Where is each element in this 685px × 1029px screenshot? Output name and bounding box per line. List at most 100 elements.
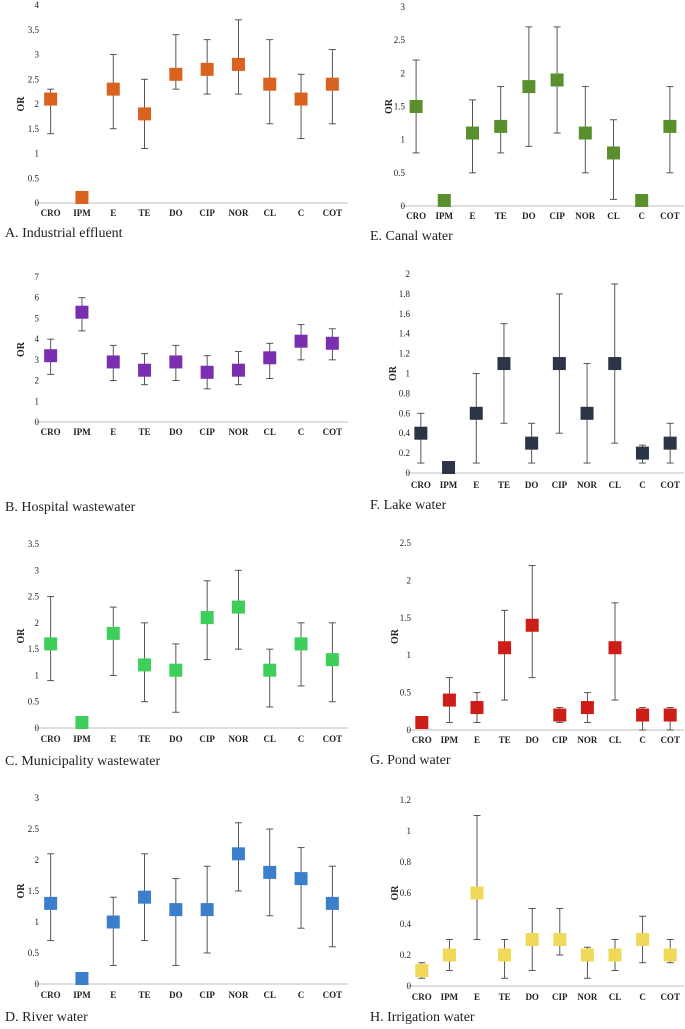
data-point-do bbox=[525, 618, 539, 632]
x-category-label: DO bbox=[169, 427, 183, 437]
y-axis-label: OR bbox=[390, 885, 401, 901]
y-tick-label: 2 bbox=[35, 855, 40, 865]
data-point-te bbox=[498, 948, 512, 962]
data-point-ipm bbox=[75, 972, 89, 985]
data-point-cro bbox=[44, 92, 58, 106]
y-axis-label: OR bbox=[388, 365, 399, 381]
y-tick-label: 0 bbox=[407, 981, 412, 991]
data-point-ipm bbox=[437, 194, 451, 207]
x-category-label: IPM bbox=[73, 427, 91, 437]
y-tick-label: 0.2 bbox=[400, 950, 411, 960]
error-bar bbox=[172, 34, 180, 90]
x-category-label: DO bbox=[525, 992, 539, 1002]
x-category-label: NOR bbox=[577, 735, 598, 745]
y-tick-label: 1.5 bbox=[28, 886, 40, 896]
x-category-label: C bbox=[638, 211, 645, 221]
data-point-ipm bbox=[442, 693, 456, 707]
y-tick-label: 2 bbox=[406, 269, 411, 279]
x-category-label: IPM bbox=[440, 480, 458, 490]
x-category-label: CRO bbox=[411, 480, 431, 490]
data-point-nor bbox=[231, 600, 245, 614]
y-tick-label: 0 bbox=[35, 417, 40, 427]
y-tick-label: 0 bbox=[406, 468, 411, 478]
y-axis-label: OR bbox=[16, 628, 27, 644]
y-tick-label: 0.5 bbox=[28, 948, 40, 958]
panel-caption: G. Pond water bbox=[370, 753, 451, 768]
x-category-label: IPM bbox=[441, 735, 459, 745]
data-point-cl bbox=[607, 146, 620, 160]
panel-5: 0 0.5 1 1.5 2 2.5 3 OR CRO IPM E TE DO CIP NOR CL C COT E.… bbox=[370, 2, 684, 244]
error-bar bbox=[497, 86, 505, 154]
x-category-label: TE bbox=[498, 480, 510, 490]
x-category-label: COT bbox=[323, 734, 343, 744]
x-category-label: CIP bbox=[552, 992, 568, 1002]
x-category-label: TE bbox=[139, 427, 151, 437]
panel-8: 0 0.2 0.4 0.6 0.8 1 1.2 OR CRO IPM E TE DO CIP NOR CL C C… bbox=[370, 795, 684, 1025]
data-point-ipm bbox=[75, 716, 89, 729]
x-category-label: E bbox=[110, 734, 116, 744]
x-category-label: E bbox=[469, 211, 475, 221]
data-point-cro bbox=[44, 637, 58, 651]
error-bar bbox=[297, 73, 305, 140]
y-axis-label: OR bbox=[16, 883, 27, 899]
error-bar bbox=[610, 119, 617, 200]
data-point-e bbox=[470, 886, 484, 900]
y-tick-label: 1.5 bbox=[28, 644, 40, 654]
data-point-cl bbox=[263, 865, 277, 879]
x-category-label: CIP bbox=[552, 480, 568, 490]
y-tick-label: 0.5 bbox=[28, 697, 40, 707]
y-tick-label: 1 bbox=[35, 670, 40, 680]
y-tick-label: 0 bbox=[35, 723, 40, 733]
y-tick-label: 2 bbox=[407, 575, 412, 585]
error-bar bbox=[172, 878, 180, 966]
panel-6: 0 0.2 0.4 0.6 0.8 1 1.2 1.4 1.6 1.8 2 OR CRO IPM E TE DO… bbox=[370, 269, 684, 513]
data-point-cl bbox=[263, 77, 277, 91]
data-point-c bbox=[635, 194, 649, 207]
data-point-cip bbox=[200, 903, 214, 917]
error-bar bbox=[297, 847, 305, 929]
data-point-cip bbox=[200, 611, 214, 625]
y-tick-label: 3.5 bbox=[28, 539, 40, 549]
x-category-label: CRO bbox=[406, 211, 426, 221]
x-category-label: DO bbox=[169, 734, 183, 744]
y-axis-label: OR bbox=[384, 98, 395, 114]
y-tick-label: 4 bbox=[35, 334, 40, 344]
x-category-label: DO bbox=[169, 208, 183, 218]
data-point-nor bbox=[231, 57, 245, 71]
data-point-cot bbox=[663, 708, 677, 722]
data-point-cl bbox=[263, 663, 277, 677]
data-point-cip bbox=[200, 62, 214, 76]
x-category-label: NOR bbox=[577, 480, 598, 490]
y-tick-label: 0 bbox=[407, 725, 412, 735]
x-category-label: CL bbox=[608, 480, 621, 490]
data-point-cro bbox=[44, 896, 58, 910]
y-tick-label: 2 bbox=[401, 68, 406, 78]
x-category-label: TE bbox=[495, 211, 507, 221]
y-tick-label: 2.5 bbox=[400, 538, 412, 548]
panel-3: 0 0.5 1 1.5 2 2.5 3 3.5 OR CRO IPM E TE DO CIP NOR CL C CO… bbox=[5, 539, 348, 769]
x-category-label: CL bbox=[607, 211, 620, 221]
data-point-c bbox=[636, 708, 650, 722]
x-category-label: TE bbox=[139, 208, 151, 218]
panel-4: 0 0.5 1 1.5 2 2.5 3 OR CRO IPM E TE DO CIP NOR CL C COT D.… bbox=[5, 793, 348, 1025]
x-category-label: IPM bbox=[436, 211, 454, 221]
error-bar bbox=[297, 622, 305, 687]
x-category-label: CL bbox=[263, 990, 276, 1000]
panel-caption: F. Lake water bbox=[370, 498, 447, 513]
panel-caption: B. Hospital wastewater bbox=[5, 500, 136, 515]
data-point-c bbox=[294, 872, 308, 886]
data-point-cl bbox=[608, 948, 622, 962]
data-point-nor bbox=[580, 406, 594, 420]
x-category-label: E bbox=[110, 427, 116, 437]
data-point-do bbox=[169, 903, 183, 917]
data-point-e bbox=[106, 82, 120, 96]
x-category-label: CRO bbox=[412, 992, 432, 1002]
y-tick-label: 0.5 bbox=[28, 173, 40, 183]
error-bar bbox=[109, 606, 117, 676]
y-tick-label: 1 bbox=[35, 396, 40, 406]
data-point-cl bbox=[608, 357, 622, 371]
x-category-label: COT bbox=[660, 211, 680, 221]
data-point-c bbox=[294, 637, 308, 651]
y-tick-label: 2.5 bbox=[28, 824, 40, 834]
data-point-do bbox=[525, 436, 539, 450]
